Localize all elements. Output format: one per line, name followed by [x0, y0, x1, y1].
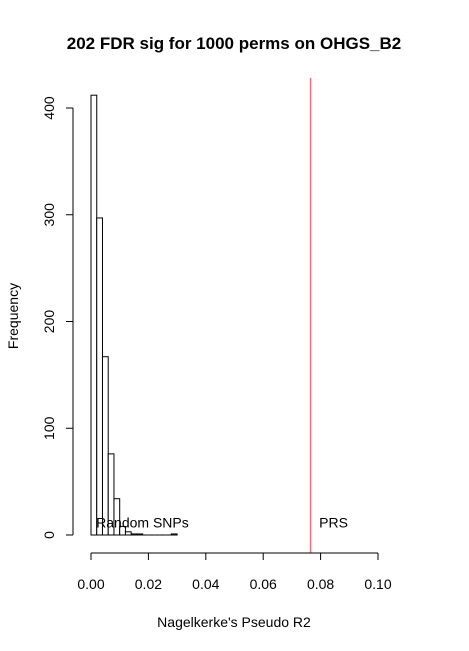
histogram-bar — [136, 533, 144, 536]
histogram-bar — [113, 498, 121, 536]
histogram-bar — [119, 525, 126, 536]
chart-annotation: PRS — [319, 515, 348, 531]
histogram-bar — [101, 356, 109, 536]
histogram-bar — [124, 531, 132, 536]
histogram-bar — [170, 533, 178, 536]
x-axis: 0.00 0.02 0.04 0.06 0.08 0.10 — [77, 552, 392, 592]
histogram-bars — [90, 94, 178, 536]
x-axis-label: Nagelkerke's Pseudo R2 — [157, 614, 311, 630]
y-tick-label: 400 — [41, 96, 57, 120]
x-tick-label: 0.00 — [77, 576, 104, 592]
annotations: Random SNPs PRS — [96, 515, 348, 531]
histogram-bar — [130, 533, 138, 536]
y-tick-label: 300 — [41, 203, 57, 227]
chart-annotation: Random SNPs — [96, 515, 189, 531]
y-axis: 0 100 200 300 400 — [41, 96, 74, 539]
x-tick-label: 0.10 — [364, 576, 391, 592]
chart-title: 202 FDR sig for 1000 perms on OHGS_B2 — [67, 34, 401, 53]
histogram-bar — [90, 94, 98, 536]
x-tick-label: 0.04 — [192, 576, 219, 592]
y-tick-label: 0 — [41, 531, 57, 539]
x-tick-label: 0.08 — [307, 576, 334, 592]
histogram-bar — [96, 217, 103, 536]
y-axis-label: Frequency — [5, 283, 21, 349]
x-tick-label: 0.02 — [135, 576, 162, 592]
x-tick-label: 0.06 — [250, 576, 277, 592]
histogram-bar — [107, 453, 115, 536]
y-tick-label: 100 — [41, 416, 57, 440]
y-tick-label: 200 — [41, 310, 57, 334]
